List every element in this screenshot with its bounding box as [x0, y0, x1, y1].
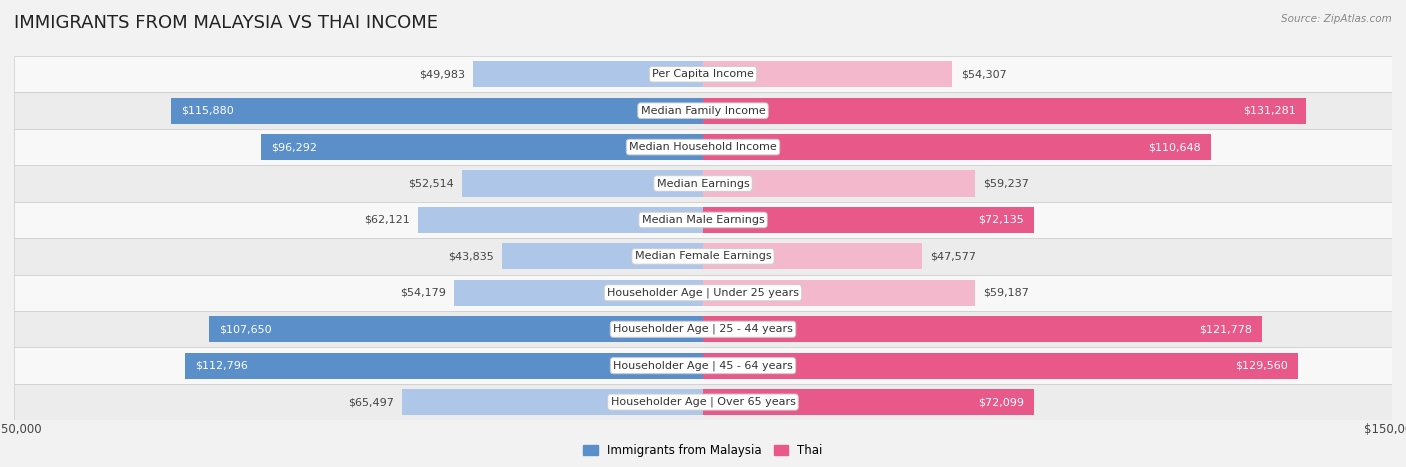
Text: $110,648: $110,648 [1149, 142, 1201, 152]
Bar [703, 389, 1035, 415]
Bar [461, 170, 703, 197]
Bar [703, 98, 1306, 124]
Text: $131,281: $131,281 [1243, 106, 1296, 116]
Text: $112,796: $112,796 [195, 361, 247, 371]
Text: $121,778: $121,778 [1199, 324, 1251, 334]
Text: Median Male Earnings: Median Male Earnings [641, 215, 765, 225]
Bar [418, 207, 703, 233]
Bar [260, 134, 703, 160]
Bar [14, 165, 1392, 202]
Text: Median Female Earnings: Median Female Earnings [634, 251, 772, 262]
Bar [703, 280, 974, 306]
Bar [208, 316, 703, 342]
Text: $96,292: $96,292 [271, 142, 318, 152]
Bar [703, 170, 976, 197]
Text: $49,983: $49,983 [419, 69, 465, 79]
Text: $129,560: $129,560 [1234, 361, 1288, 371]
Bar [14, 129, 1392, 165]
Text: $72,099: $72,099 [977, 397, 1024, 407]
Text: $47,577: $47,577 [929, 251, 976, 262]
Text: Householder Age | 45 - 64 years: Householder Age | 45 - 64 years [613, 361, 793, 371]
Text: $59,187: $59,187 [983, 288, 1029, 298]
Bar [703, 316, 1263, 342]
Bar [14, 384, 1392, 420]
Text: Householder Age | Over 65 years: Householder Age | Over 65 years [610, 397, 796, 407]
Text: Median Family Income: Median Family Income [641, 106, 765, 116]
Bar [703, 134, 1211, 160]
Legend: Immigrants from Malaysia, Thai: Immigrants from Malaysia, Thai [579, 439, 827, 462]
Bar [14, 92, 1392, 129]
Text: Source: ZipAtlas.com: Source: ZipAtlas.com [1281, 14, 1392, 24]
Bar [703, 61, 952, 87]
Bar [14, 56, 1392, 92]
Text: $65,497: $65,497 [349, 397, 394, 407]
Bar [474, 61, 703, 87]
Bar [170, 98, 703, 124]
Bar [502, 243, 703, 269]
Text: $54,179: $54,179 [401, 288, 446, 298]
Text: $72,135: $72,135 [979, 215, 1024, 225]
Text: $52,514: $52,514 [408, 178, 454, 189]
Bar [402, 389, 703, 415]
Text: $54,307: $54,307 [960, 69, 1007, 79]
Text: $107,650: $107,650 [219, 324, 271, 334]
Bar [703, 243, 921, 269]
Text: Householder Age | Under 25 years: Householder Age | Under 25 years [607, 288, 799, 298]
Bar [14, 202, 1392, 238]
Bar [14, 275, 1392, 311]
Bar [14, 238, 1392, 275]
Bar [703, 353, 1298, 379]
Bar [454, 280, 703, 306]
Text: $43,835: $43,835 [447, 251, 494, 262]
Text: Median Household Income: Median Household Income [628, 142, 778, 152]
Text: Householder Age | 25 - 44 years: Householder Age | 25 - 44 years [613, 324, 793, 334]
Text: $59,237: $59,237 [983, 178, 1029, 189]
Text: IMMIGRANTS FROM MALAYSIA VS THAI INCOME: IMMIGRANTS FROM MALAYSIA VS THAI INCOME [14, 14, 439, 32]
Bar [14, 311, 1392, 347]
Text: Per Capita Income: Per Capita Income [652, 69, 754, 79]
Text: $115,880: $115,880 [181, 106, 233, 116]
Bar [703, 207, 1035, 233]
Text: Median Earnings: Median Earnings [657, 178, 749, 189]
Text: $62,121: $62,121 [364, 215, 409, 225]
Bar [14, 347, 1392, 384]
Bar [186, 353, 703, 379]
